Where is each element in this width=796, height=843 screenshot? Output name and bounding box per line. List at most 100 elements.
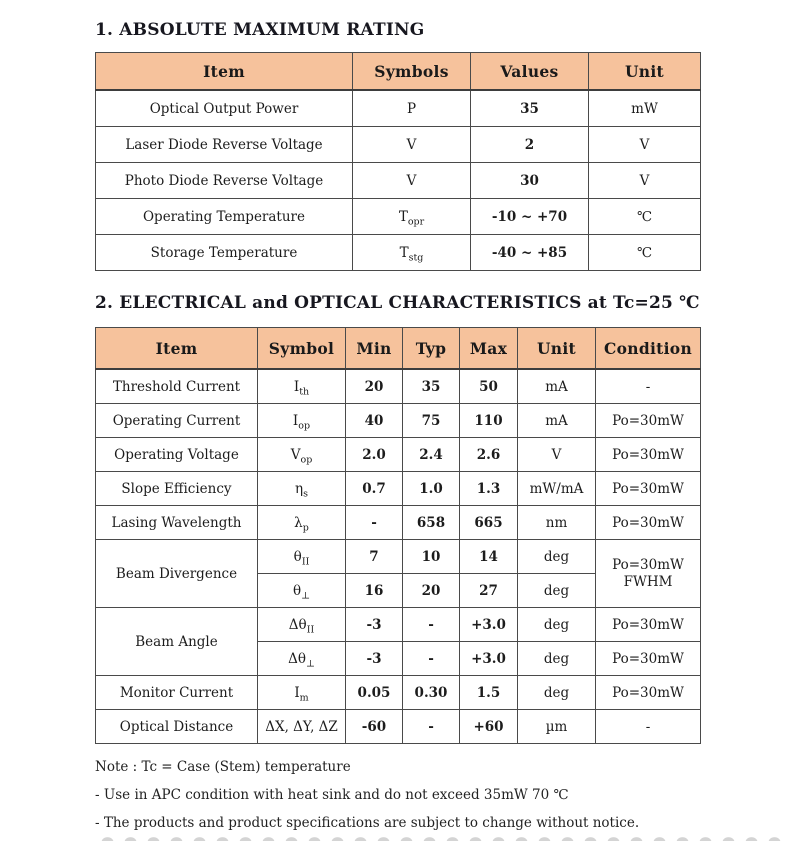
table-row: Beam Divergence θII 7 10 14 deg Po=30mW FWHM [95, 539, 701, 608]
cell-symbol: θ⊥ [257, 573, 346, 608]
header-row: Item Symbols Values Unit [95, 52, 701, 91]
cell-max: 110 [459, 403, 518, 438]
cell-condition: - [595, 709, 701, 744]
cell-min: 7 [345, 539, 403, 574]
cell-symbol: Topr [352, 198, 471, 235]
cell-value: 30 [470, 162, 589, 199]
cell-unit: ℃ [588, 234, 701, 271]
cell-typ: 75 [402, 403, 460, 438]
cell-unit: V [588, 162, 701, 199]
electro-optical-characteristics-table-container: Item Symbol Min Typ Max Unit Condition Threshol… [95, 327, 735, 744]
cell-symbol: λp [257, 505, 346, 540]
cell-max: 50 [459, 368, 518, 404]
cell-item: Storage Temperature [95, 234, 353, 271]
column-header-symbol: Symbol [257, 327, 346, 370]
cutoff-text-artifact [96, 836, 786, 841]
cell-item: Operating Temperature [95, 198, 353, 235]
cell-symbol: V [352, 126, 471, 163]
cell-condition: Po=30mW [595, 505, 701, 540]
table-row: Operating Temperature Topr -10 ~ +70 ℃ [95, 198, 701, 235]
column-header-min: Min [345, 327, 403, 370]
cell-min: -3 [345, 607, 403, 642]
cell-condition: Po=30mW [595, 641, 701, 676]
cell-item: Threshold Current [95, 368, 258, 404]
column-header-typ: Typ [402, 327, 460, 370]
cell-max: 1.3 [459, 471, 518, 506]
cell-unit: deg [517, 539, 596, 574]
cell-unit: V [517, 437, 596, 472]
column-header-item: Item [95, 52, 353, 91]
cell-condition: Po=30mW [595, 675, 701, 710]
cell-unit: mW [588, 89, 701, 127]
table-row: Laser Diode Reverse Voltage V 2 V [95, 126, 701, 163]
section2-title: 2. ELECTRICAL and OPTICAL CHARACTERISTIC… [95, 293, 700, 313]
column-header-max: Max [459, 327, 518, 370]
note-line: - Use in APC condition with heat sink an… [95, 787, 569, 803]
column-header-symbol: Symbols [352, 52, 471, 91]
cell-item: Monitor Current [95, 675, 258, 710]
cell-unit: mW/mA [517, 471, 596, 506]
table-row: Lasing Wavelength λp -658 665 nm Po=30mW [95, 505, 701, 540]
cell-condition: Po=30mW [595, 403, 701, 438]
cell-unit: mA [517, 368, 596, 404]
cell-min: -60 [345, 709, 403, 744]
cell-unit: deg [517, 573, 596, 608]
cell-item: Laser Diode Reverse Voltage [95, 126, 353, 163]
cell-typ: 10 [402, 539, 460, 574]
cell-symbol: Δθ⊥ [257, 641, 346, 676]
cell-typ: - [402, 709, 460, 744]
cell-typ: 1.0 [402, 471, 460, 506]
cell-typ: 0.30 [402, 675, 460, 710]
cell-max: +60 [459, 709, 518, 744]
absolute-maximum-rating-table-container: Item Symbols Values Unit Optical Output Powe… [95, 52, 735, 271]
cell-symbol: ηs [257, 471, 346, 506]
table-row: Optical Distance ΔX, ΔY, ΔZ -60- +60 µm - [95, 709, 701, 744]
cell-symbol: ΔX, ΔY, ΔZ [257, 709, 346, 744]
cell-typ: 2.4 [402, 437, 460, 472]
cell-min: 40 [345, 403, 403, 438]
column-header-value: Values [470, 52, 589, 91]
cell-item: Beam Divergence [95, 539, 258, 608]
cell-max: 27 [459, 573, 518, 608]
table-row: Operating Voltage Vop 2.0 2.4 2.6 V Po=30mW [95, 437, 701, 472]
cell-unit: mA [517, 403, 596, 438]
cell-value: -10 ~ +70 [470, 198, 589, 235]
section1-title: 1. ABSOLUTE MAXIMUM RATING [95, 20, 425, 40]
cell-typ: 20 [402, 573, 460, 608]
cell-max: 2.6 [459, 437, 518, 472]
cell-condition: - [595, 368, 701, 404]
cell-item: Slope Efficiency [95, 471, 258, 506]
page-content: 1. ABSOLUTE MAXIMUM RATING Item Symbols Va… [95, 19, 786, 843]
cell-condition: Po=30mW [595, 437, 701, 472]
cell-symbol: Vop [257, 437, 346, 472]
cell-symbol: P [352, 89, 471, 127]
cell-max: +3.0 [459, 641, 518, 676]
cell-unit: ℃ [588, 198, 701, 235]
cell-unit: deg [517, 607, 596, 642]
column-header-item: Item [95, 327, 258, 370]
table-row: Monitor Current Im 0.05 0.30 1.5 deg Po=30mW [95, 675, 701, 710]
table-row: Slope Efficiency ηs 0.7 1.0 1.3 mW/mA Po=30mW [95, 471, 701, 506]
cell-symbol: θII [257, 539, 346, 574]
note-line: - The products and product specification… [95, 815, 640, 831]
cell-symbol: V [352, 162, 471, 199]
cell-min: 16 [345, 573, 403, 608]
cell-item: Operating Current [95, 403, 258, 438]
cell-symbol: Iop [257, 403, 346, 438]
cell-value: -40 ~ +85 [470, 234, 589, 271]
cell-unit: V [588, 126, 701, 163]
cell-min: 0.05 [345, 675, 403, 710]
cell-symbol: Ith [257, 368, 346, 404]
footnotes: Note : Tc = Case (Stem) temperature - Us… [95, 759, 735, 832]
cell-condition: Po=30mW [595, 471, 701, 506]
cell-max: +3.0 [459, 607, 518, 642]
table-row: θ⊥ 16 20 27 deg [96, 573, 701, 608]
table-row: Threshold Current Ith 20 35 50 mA - [95, 368, 701, 404]
cell-item: Optical Output Power [95, 89, 353, 127]
cell-item: Lasing Wavelength [95, 505, 258, 540]
column-header-unit: Unit [517, 327, 596, 370]
cell-max: 665 [459, 505, 518, 540]
cell-symbol: ΔθII [257, 607, 346, 642]
cell-min: 0.7 [345, 471, 403, 506]
